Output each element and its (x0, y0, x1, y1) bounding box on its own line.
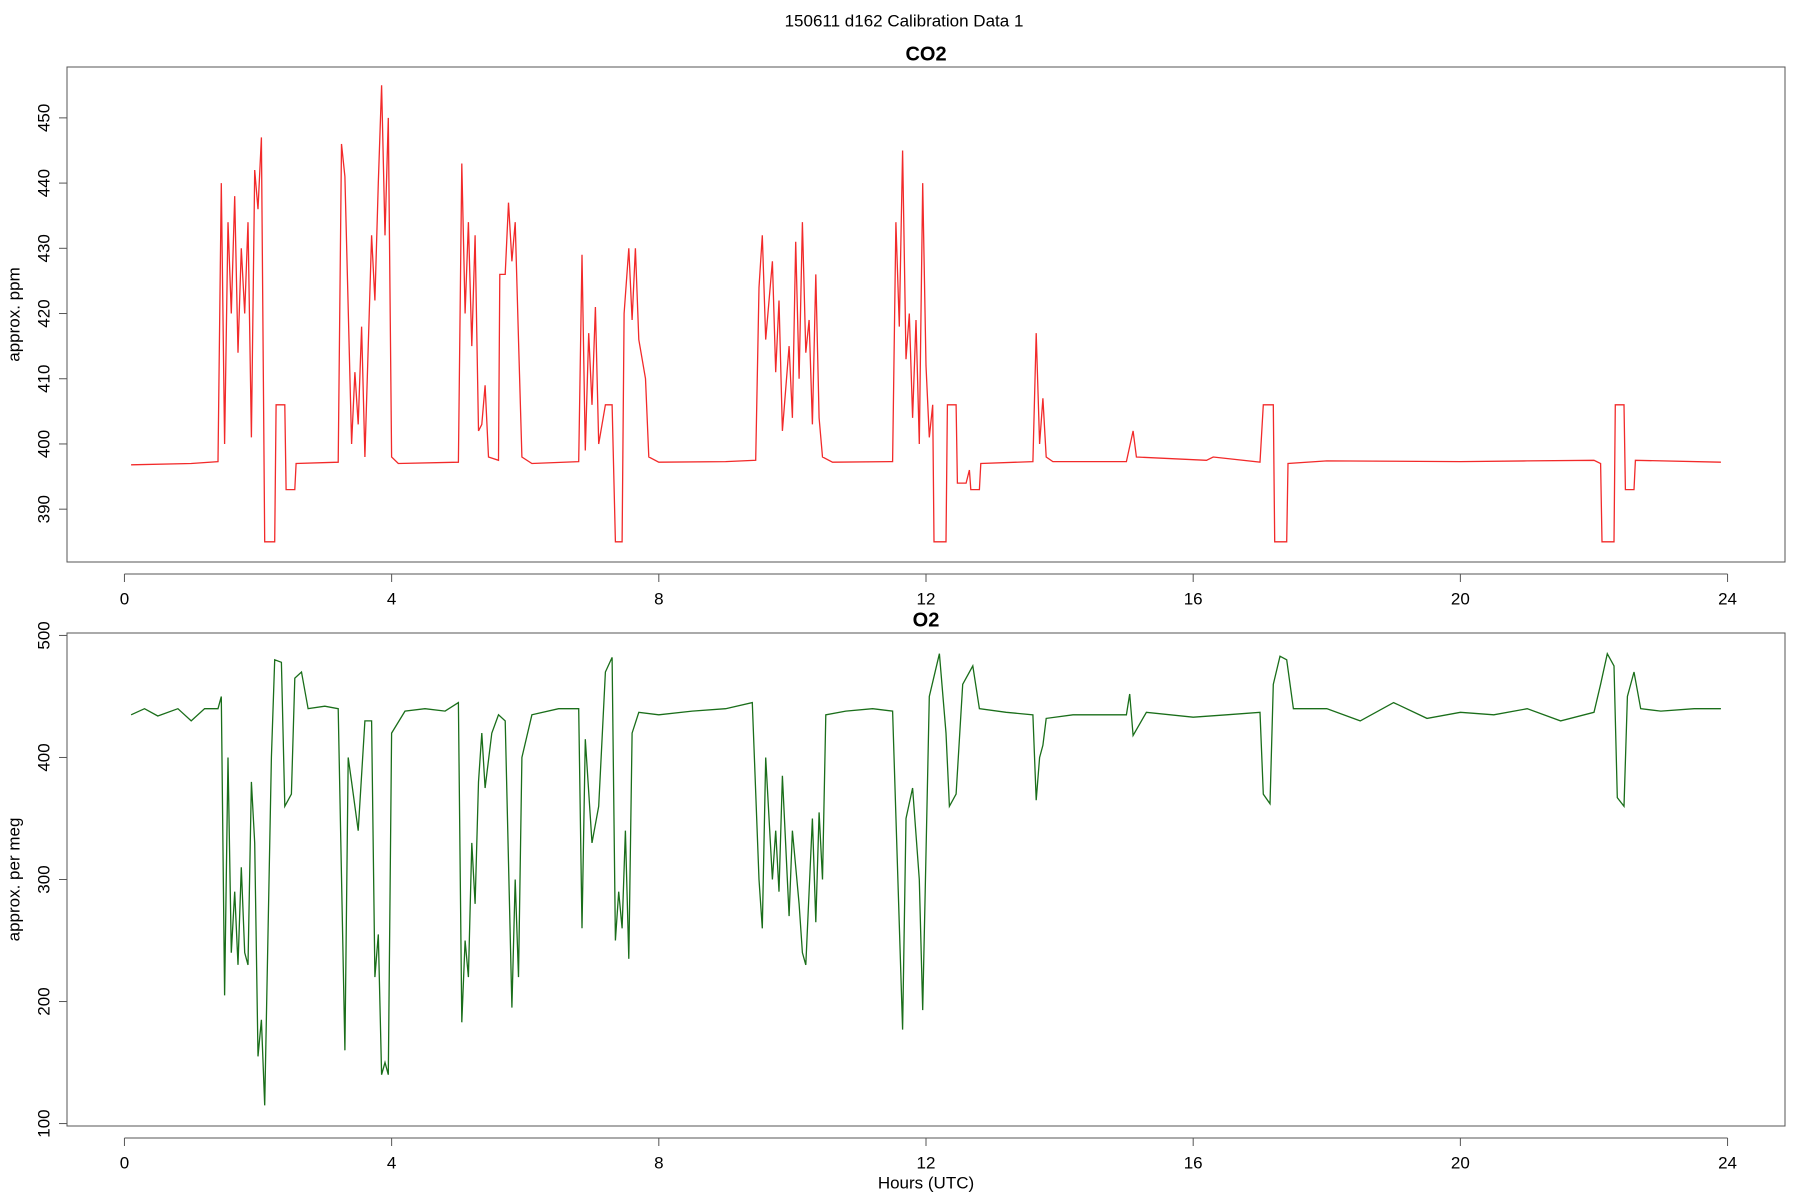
y-tick-label: 500 (34, 621, 53, 649)
data-line (131, 85, 1721, 543)
y-tick-label: 390 (34, 495, 53, 523)
y-tick-label: 450 (34, 104, 53, 132)
x-tick-label: 16 (1184, 1153, 1203, 1172)
x-tick-label: 0 (120, 589, 129, 608)
x-tick-label: 0 (120, 1153, 129, 1172)
plot-box (66, 66, 1786, 563)
y-tick-label: 400 (34, 430, 53, 458)
x-tick-label: 24 (1718, 1153, 1737, 1172)
x-tick-label: 20 (1451, 589, 1470, 608)
y-axis-label: approx. ppm (4, 267, 23, 362)
x-tick-label: 16 (1184, 589, 1203, 608)
x-tick-label: 8 (654, 589, 663, 608)
x-tick-label: 12 (917, 589, 936, 608)
y-tick-label: 420 (34, 299, 53, 327)
figure-title: 150611 d162 Calibration Data 1 (785, 11, 1024, 30)
x-tick-label: 12 (917, 1153, 936, 1172)
x-tick-label: 4 (387, 1153, 396, 1172)
x-tick-label: 20 (1451, 1153, 1470, 1172)
x-tick-label: 8 (654, 1153, 663, 1172)
y-tick-label: 300 (34, 865, 53, 893)
x-axis-label: Hours (UTC) (878, 1173, 974, 1192)
x-tick-label: 4 (387, 589, 396, 608)
y-axis-label: approx. per meg (4, 818, 23, 942)
chart-title: CO2 (905, 43, 946, 65)
y-tick-label: 440 (34, 169, 53, 197)
y-tick-label: 410 (34, 365, 53, 393)
y-tick-label: 430 (34, 234, 53, 262)
data-line (130, 651, 1721, 1106)
y-tick-label: 200 (34, 987, 53, 1015)
y-tick-label: 400 (34, 743, 53, 771)
chart-title: O2 (913, 609, 940, 631)
y-tick-label: 100 (34, 1109, 53, 1137)
x-tick-label: 24 (1718, 589, 1737, 608)
